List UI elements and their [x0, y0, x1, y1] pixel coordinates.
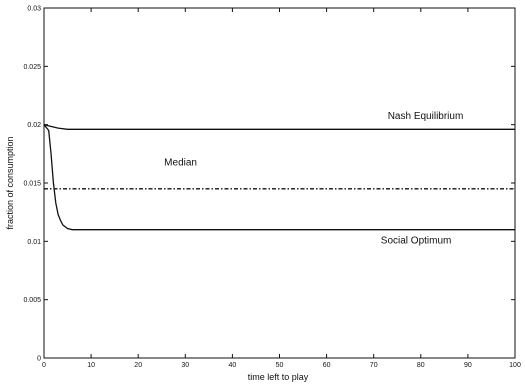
y-tick-label: 0.015	[23, 181, 41, 188]
x-tick-label: 100	[509, 362, 521, 369]
y-axis: 0 0.005 0.01 0.015 0.02 0.025 0.03	[23, 6, 515, 363]
x-tick-label: 60	[323, 362, 331, 369]
x-tick-label: 80	[417, 362, 425, 369]
series-line-social-optimum	[43, 124, 515, 231]
x-tick-label: 30	[181, 362, 189, 369]
x-axis-label: time left to play	[248, 372, 309, 382]
y-tick-label: 0.005	[23, 297, 41, 304]
x-tick-label: 70	[370, 362, 378, 369]
series-layer	[43, 124, 515, 231]
series-annotation: Social Optimum	[381, 236, 452, 247]
series-line-nash-equilibrium	[43, 124, 515, 130]
x-tick-label: 50	[276, 362, 284, 369]
annotation-layer: Nash Equilibrium Median Social Optimum	[164, 111, 463, 247]
y-tick-label: 0.02	[27, 122, 41, 129]
x-tick-label: 40	[229, 362, 237, 369]
x-axis: 0 10 20 30 40 50 60 70 80 90 100	[42, 8, 521, 369]
x-tick-label: 20	[134, 362, 142, 369]
series-annotation: Median	[164, 158, 197, 169]
x-tick-label: 0	[42, 362, 46, 369]
y-tick-label: 0	[37, 356, 41, 363]
plot-area	[43, 7, 516, 359]
y-tick-label: 0.03	[27, 6, 41, 13]
series-annotation: Nash Equilibrium	[388, 111, 464, 122]
x-tick-label: 10	[87, 362, 95, 369]
x-tick-label: 90	[464, 362, 472, 369]
y-tick-label: 0.025	[23, 64, 41, 71]
y-tick-label: 0.01	[27, 239, 41, 246]
y-axis-label: fraction of consumption	[5, 136, 15, 229]
